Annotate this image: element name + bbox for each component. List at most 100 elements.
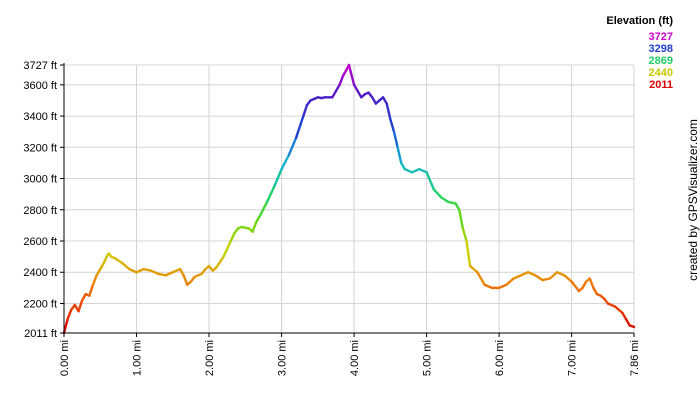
elevation-segment <box>497 283 508 290</box>
elevation-segment <box>135 267 145 274</box>
elevation-segment <box>624 317 631 327</box>
elevation-segment <box>240 225 251 230</box>
elevation-segment <box>396 146 403 165</box>
elevation-segment <box>468 264 479 274</box>
legend-entry: 3298 <box>649 43 673 55</box>
y-tick-label: 3600 ft <box>23 80 57 92</box>
elevation-segment <box>265 185 276 204</box>
x-tick-label: 1.00 mi <box>132 340 144 376</box>
elevation-segment <box>592 286 599 296</box>
elevation-segment <box>526 271 537 277</box>
credit-text: created by GPSVisualizer.com <box>686 119 700 281</box>
elevation-segment <box>621 311 628 321</box>
elevation-segment <box>410 167 421 174</box>
x-tick-label: 3.00 mi <box>277 340 289 376</box>
elevation-segment <box>392 130 399 149</box>
elevation-segment <box>447 200 457 205</box>
elevation-line <box>62 63 636 335</box>
y-tick-label: 3400 ft <box>23 111 57 123</box>
elevation-segment <box>91 274 98 286</box>
elevation-segment <box>258 200 269 218</box>
y-tick-label: 2400 ft <box>23 267 57 279</box>
elevation-segment <box>581 280 588 290</box>
elevation-segment <box>302 103 309 118</box>
elevation-segment <box>534 274 544 282</box>
elevation-segment <box>483 283 494 290</box>
elevation-segment <box>273 167 283 188</box>
elevation-segment <box>128 267 138 274</box>
x-tick-label: 0.00 mi <box>59 340 71 376</box>
elevation-segment <box>548 271 559 280</box>
elevation-segment <box>541 277 552 282</box>
y-tick-label: 3200 ft <box>23 142 57 154</box>
legend-entry: 2440 <box>649 67 673 79</box>
elevation-segment <box>505 277 515 286</box>
legend-entry: 2011 <box>649 79 673 91</box>
elevation-segment <box>570 280 581 293</box>
elevation-segment <box>80 292 87 302</box>
y-tick-label: 2800 ft <box>23 205 57 217</box>
legend-title: Elevation (ft) <box>606 15 673 27</box>
y-tick-label: 2200 ft <box>23 298 57 310</box>
elevation-segment <box>613 305 624 315</box>
elevation-segment <box>381 96 388 105</box>
elevation-segment <box>425 171 436 191</box>
elevation-segment <box>341 68 349 77</box>
elevation-segment <box>454 202 461 211</box>
elevation-segment <box>149 269 160 276</box>
legend-entry: 2869 <box>649 55 673 67</box>
elevation-segment <box>287 136 298 157</box>
elevation-segment <box>519 271 530 277</box>
elevation-segment <box>77 299 84 313</box>
elevation-segment <box>352 83 359 93</box>
elevation-segment <box>476 271 486 286</box>
elevation-segment <box>178 267 185 277</box>
elevation-segment <box>555 271 566 277</box>
x-tick-label: 2.00 mi <box>204 340 216 376</box>
elevation-segment <box>66 308 73 321</box>
elevation-segment <box>229 232 236 243</box>
elevation-segment <box>182 274 189 286</box>
elevation-segment <box>400 161 407 171</box>
elevation-segment <box>193 272 203 279</box>
elevation-segment <box>432 188 443 199</box>
elevation-segment <box>95 267 102 277</box>
y-tick-label: 3727 ft <box>23 60 57 72</box>
x-tick-label: 6.00 mi <box>494 340 506 376</box>
x-tick-label: 4.00 mi <box>349 340 361 376</box>
y-tick-label: 2600 ft <box>23 236 57 248</box>
elevation-segment <box>222 239 232 258</box>
elevation-segment <box>403 167 414 174</box>
elevation-segment <box>251 221 258 233</box>
elevation-segment <box>338 74 345 87</box>
elevation-segment <box>563 274 573 283</box>
elevation-segment <box>606 302 617 308</box>
legend-entry: 3727 <box>649 31 673 43</box>
elevation-segment <box>588 277 595 290</box>
elevation-segment <box>385 102 392 121</box>
elevation-segment <box>113 256 124 265</box>
x-tick-label: 7.00 mi <box>567 340 579 376</box>
elevation-segment <box>458 208 465 230</box>
elevation-segment <box>465 239 472 268</box>
elevation-segment <box>99 261 106 271</box>
elevation-segment <box>171 267 182 274</box>
elevation-segment <box>389 117 396 133</box>
elevation-segment <box>120 261 131 271</box>
y-tick-label: 3000 ft <box>23 174 57 186</box>
axes-layer: 2011 ft 2200 ft 2400 ft 2600 ft 2800 ft 3000 … <box>23 60 641 376</box>
elevation-segment <box>88 283 95 297</box>
elevation-segment <box>461 227 468 243</box>
elevation-segment <box>280 153 291 171</box>
x-tick-label: 7.86 mi <box>629 340 641 376</box>
elevation-segment <box>215 255 225 269</box>
elevation-segment <box>142 267 153 272</box>
elevation-segment <box>439 196 450 204</box>
elevation-segment <box>254 214 262 224</box>
elevation-segment <box>294 114 305 140</box>
elevation-segment <box>157 272 167 277</box>
elevation-segment <box>331 83 341 99</box>
